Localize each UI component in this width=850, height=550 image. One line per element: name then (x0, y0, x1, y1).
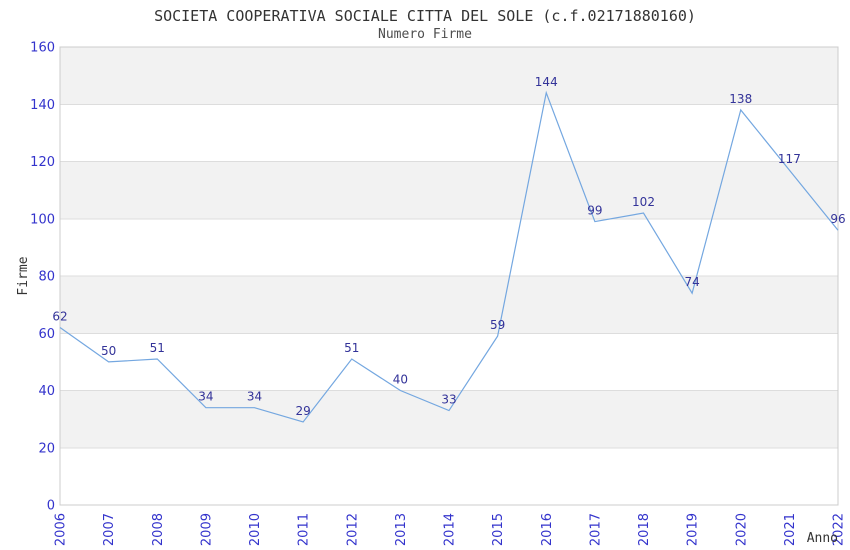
data-label: 138 (729, 92, 752, 106)
x-tick-label: 2012 (345, 513, 360, 546)
data-label: 34 (198, 390, 213, 404)
data-label: 102 (632, 195, 655, 209)
data-label: 34 (247, 390, 262, 404)
y-tick-label: 80 (38, 270, 55, 285)
data-label: 51 (150, 341, 165, 355)
data-line (59, 90, 839, 423)
y-tick-label: 20 (38, 441, 55, 456)
y-tick-label: 40 (38, 384, 55, 399)
plot-band (60, 276, 838, 334)
x-tick-label: 2021 (783, 513, 798, 546)
plot-band (60, 333, 838, 391)
data-label: 40 (393, 373, 408, 387)
plot-band (60, 47, 838, 105)
plot-band (60, 447, 838, 505)
data-label: 117 (778, 152, 801, 166)
x-tick-label: 2013 (394, 513, 409, 546)
x-tick-label: 2008 (151, 513, 166, 546)
x-tick-label: 2017 (588, 513, 603, 546)
chart-title: SOCIETA COOPERATIVA SOCIALE CITTA DEL SO… (154, 7, 696, 25)
y-tick-label: 100 (30, 212, 55, 227)
data-label: 144 (535, 75, 558, 89)
data-label: 62 (52, 310, 67, 324)
y-tick-label: 120 (30, 155, 55, 170)
y-tick-label: 60 (38, 327, 55, 342)
x-tick-label: 2022 (832, 513, 847, 546)
x-tick-label: 2011 (297, 513, 312, 546)
plot-border (59, 46, 839, 506)
x-tick-label: 2010 (248, 513, 263, 546)
data-label: 74 (684, 275, 699, 289)
data-label: 51 (344, 341, 359, 355)
data-label: 99 (587, 204, 602, 218)
data-label: 29 (295, 404, 310, 418)
y-axis-title: Firme (16, 256, 31, 295)
x-axis-title: Anno (807, 531, 838, 546)
data-label: 33 (441, 393, 456, 407)
x-tick-label: 2019 (686, 513, 701, 546)
x-tick-label: 2016 (540, 513, 555, 546)
x-tick-label: 2009 (199, 513, 214, 546)
x-tick-label: 2014 (443, 513, 458, 546)
plot-band (60, 104, 838, 162)
y-tick-label: 160 (30, 41, 55, 56)
data-label: 50 (101, 344, 116, 358)
plot-band (60, 390, 838, 448)
chart-subtitle: Numero Firme (378, 27, 472, 42)
plot-band (60, 161, 838, 219)
plot-band (60, 218, 838, 276)
x-tick-label: 2006 (54, 513, 69, 546)
data-label: 96 (830, 212, 845, 226)
x-tick-label: 2015 (491, 513, 506, 546)
y-tick-label: 140 (30, 98, 55, 113)
x-tick-label: 2020 (734, 513, 749, 546)
x-tick-label: 2007 (102, 513, 117, 546)
data-label: 59 (490, 318, 505, 332)
y-tick-label: 0 (47, 499, 55, 514)
x-tick-label: 2018 (637, 513, 652, 546)
